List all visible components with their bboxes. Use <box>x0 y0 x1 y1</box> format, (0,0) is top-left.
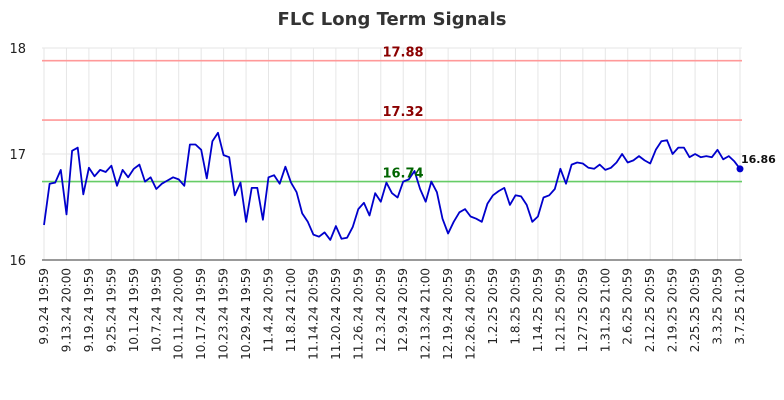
x-tick-label: 1.14.25 20:59 <box>531 268 545 352</box>
x-tick-label: 2.6.25 20:59 <box>621 268 635 345</box>
x-tick-label: 2.19.25 20:59 <box>666 268 680 352</box>
x-tick-label: 1.31.25 21:00 <box>598 268 612 352</box>
x-tick-label: 10.23.24 19:59 <box>217 268 231 360</box>
y-tick-label: 18 <box>9 42 26 57</box>
x-tick-label: 3.3.25 20:59 <box>711 268 725 345</box>
x-tick-label: 10.1.24 19:59 <box>127 268 141 352</box>
reference-line-label: 17.88 <box>382 46 423 61</box>
last-value-label: 16.86 <box>741 153 776 166</box>
series-layer <box>43 131 744 241</box>
y-tick-label: 16 <box>9 254 26 269</box>
x-tick-label: 10.7.24 19:59 <box>149 268 163 352</box>
x-tick-label: 11.20.24 20:59 <box>329 268 343 360</box>
x-tick-label: 1.21.25 20:59 <box>553 268 567 352</box>
x-tick-label: 12.19.24 20:59 <box>441 268 455 360</box>
x-tick-label: 12.13.24 21:00 <box>419 268 433 360</box>
x-tick-label: 11.8.24 21:00 <box>284 268 298 352</box>
x-tick-label: 1.27.25 20:59 <box>576 268 590 352</box>
grid <box>42 47 742 261</box>
x-tick-label: 10.17.24 19:59 <box>194 268 208 360</box>
x-tick-label: 10.29.24 19:59 <box>239 268 253 360</box>
last-point-marker <box>736 165 744 173</box>
x-tick-label: 1.2.25 20:59 <box>486 268 500 345</box>
x-tick-label: 11.26.24 20:59 <box>351 268 365 360</box>
x-tick-label: 2.25.25 20:59 <box>688 268 702 352</box>
x-tick-label: 12.26.24 20:59 <box>464 268 478 360</box>
y-tick-label: 17 <box>9 148 26 163</box>
x-tick-label: 10.11.24 20:00 <box>172 268 186 360</box>
reference-line-label: 17.32 <box>382 105 423 120</box>
series-line <box>43 131 741 241</box>
x-tick-label: 11.4.24 20:59 <box>262 268 276 352</box>
x-tick-label: 9.9.24 19:59 <box>37 268 51 345</box>
chart-title: FLC Long Term Signals <box>278 9 507 30</box>
x-tick-label: 3.7.25 21:00 <box>733 268 747 345</box>
reference-lines <box>42 59 742 183</box>
x-tick-label: 12.9.24 20:59 <box>396 268 410 352</box>
axes: 9.9.24 19:59 9.13.24 20:00 9.19.24 19:59 9.… <box>9 42 747 360</box>
labels: 17.88 17.32 16.74 16.86 <box>382 46 776 182</box>
x-tick-label: 2.12.25 20:59 <box>643 268 657 352</box>
x-tick-label: 12.3.24 20:59 <box>374 268 388 352</box>
reference-line-label: 16.74 <box>382 167 423 182</box>
x-tick-label: 9.13.24 20:00 <box>59 268 73 352</box>
x-tick-label: 9.19.24 19:59 <box>82 268 96 352</box>
x-tick-label: 11.14.24 20:59 <box>306 268 320 360</box>
x-tick-label: 1.8.25 20:59 <box>508 268 522 345</box>
x-tick-label: 9.25.24 19:59 <box>104 268 118 352</box>
